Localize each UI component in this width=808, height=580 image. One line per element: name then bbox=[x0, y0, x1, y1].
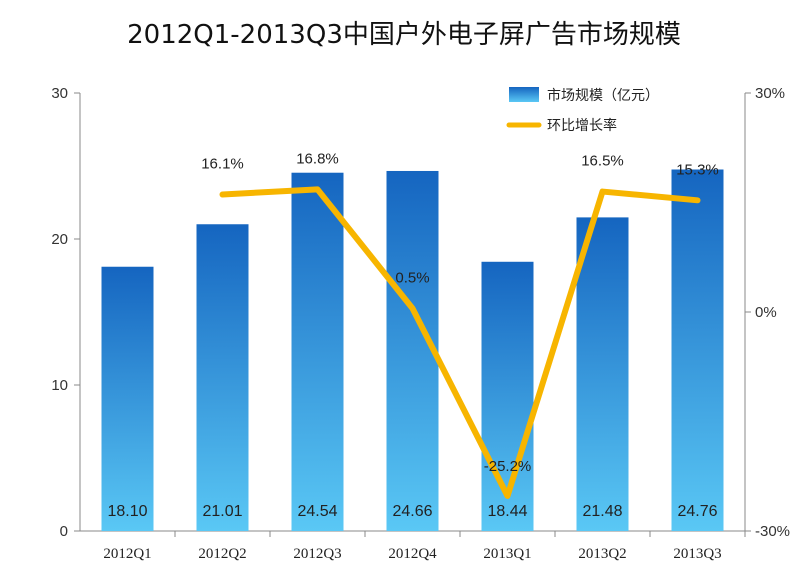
y-right-tick-label: 30% bbox=[755, 85, 785, 102]
x-tick-label: 2012Q2 bbox=[198, 546, 246, 562]
bar bbox=[386, 170, 439, 532]
growth-value-label: 15.3% bbox=[676, 161, 719, 178]
bar-value-label: 24.54 bbox=[297, 503, 337, 520]
growth-value-label: 16.5% bbox=[581, 153, 624, 170]
x-tick-label: 2013Q3 bbox=[673, 546, 721, 562]
axes: 0 10 20 30 -30% 0% 30% 2012Q1 2012Q2 2012Q3 2012Q4… bbox=[51, 85, 790, 562]
x-tick-label: 2012Q1 bbox=[103, 546, 151, 562]
bars bbox=[101, 169, 724, 532]
bar bbox=[576, 217, 629, 531]
line-labels: 16.1% 16.8% 0.5% -25.2% 16.5% 15.3% bbox=[201, 150, 719, 475]
bar-value-label: 24.66 bbox=[392, 503, 432, 520]
bar bbox=[196, 224, 249, 531]
y-left-tick-label: 10 bbox=[51, 377, 68, 394]
y-left-tick-label: 0 bbox=[60, 523, 68, 540]
bar-value-label: 24.76 bbox=[677, 503, 717, 520]
legend-swatch-bars bbox=[509, 87, 539, 102]
growth-value-label: 0.5% bbox=[395, 269, 429, 286]
bar-value-label: 18.44 bbox=[487, 503, 527, 520]
y-right-tick-label: -30% bbox=[755, 523, 790, 540]
y-left-tick-label: 30 bbox=[51, 85, 68, 102]
growth-line bbox=[219, 186, 701, 499]
x-tick-label: 2012Q4 bbox=[388, 546, 437, 562]
growth-line-path bbox=[219, 186, 701, 499]
y-right-tick-label: 0% bbox=[755, 304, 777, 321]
chart-title: 2012Q1-2013Q3中国户外电子屏广告市场规模 bbox=[127, 20, 681, 50]
bar bbox=[671, 169, 724, 531]
bar-labels: 18.10 21.01 24.54 24.66 18.44 21.48 24.76 bbox=[107, 503, 717, 520]
x-tick-label: 2012Q3 bbox=[293, 546, 341, 562]
growth-value-label: -25.2% bbox=[484, 458, 532, 475]
x-tick-label: 2013Q1 bbox=[483, 546, 531, 562]
legend-label-line: 环比增长率 bbox=[547, 117, 617, 134]
legend-label-bars: 市场规模（亿元） bbox=[547, 87, 659, 104]
bar-value-label: 18.10 bbox=[107, 503, 147, 520]
growth-value-label: 16.8% bbox=[296, 150, 339, 167]
legend: 市场规模（亿元） 环比增长率 bbox=[506, 87, 659, 134]
x-tick-label: 2013Q2 bbox=[578, 546, 626, 562]
bar-value-label: 21.01 bbox=[202, 503, 242, 520]
y-left-tick-label: 20 bbox=[51, 231, 68, 248]
bar bbox=[101, 266, 154, 531]
bar-value-label: 21.48 bbox=[582, 503, 622, 520]
bar bbox=[291, 172, 344, 531]
growth-value-label: 16.1% bbox=[201, 155, 244, 172]
